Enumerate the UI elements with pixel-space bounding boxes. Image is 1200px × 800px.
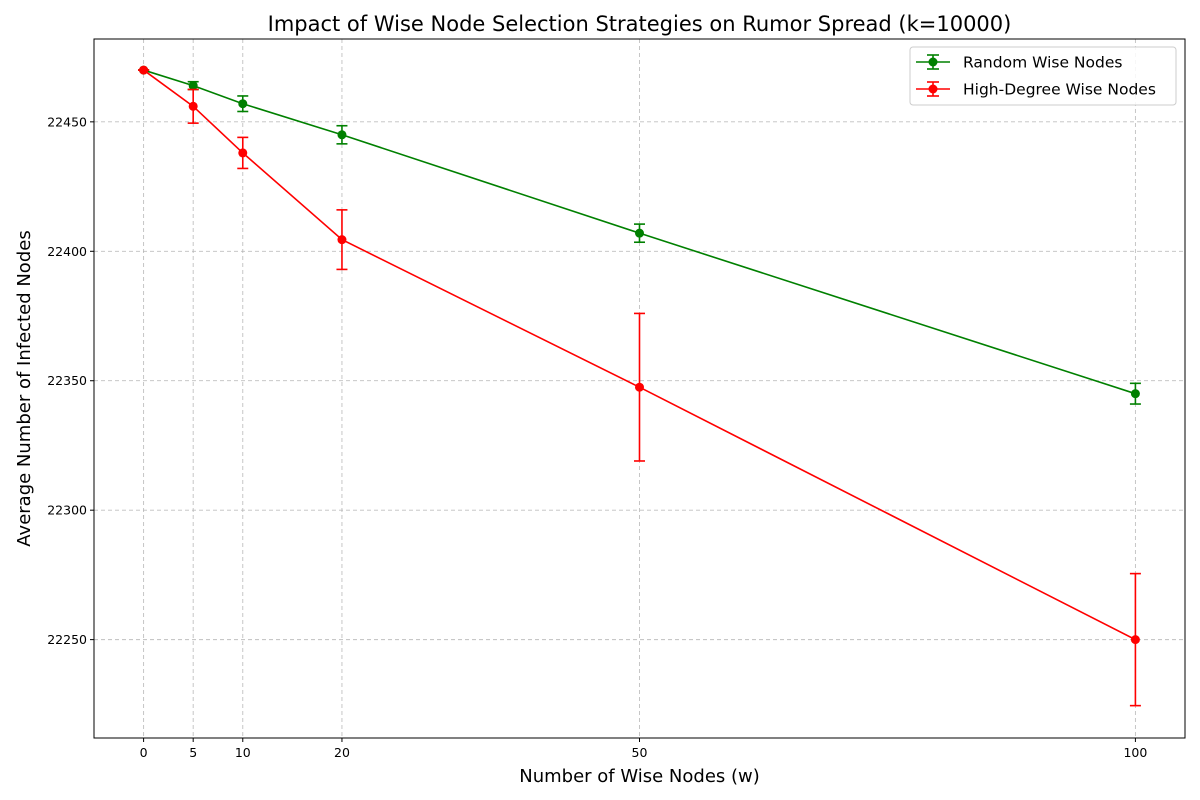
data-point	[1130, 635, 1140, 645]
series-line	[143, 69, 1136, 641]
legend-item: High-Degree Wise Nodes	[916, 81, 1156, 99]
x-axis-label: Number of Wise Nodes (w)	[519, 766, 760, 787]
data-point	[238, 99, 248, 109]
legend-label: High-Degree Wise Nodes	[963, 81, 1156, 99]
legend-box	[909, 46, 1177, 106]
series-line	[143, 69, 1136, 395]
legend-label: Random Wise Nodes	[963, 54, 1122, 72]
x-tick-label: 100	[1123, 745, 1147, 760]
data-point	[188, 81, 198, 91]
data-point	[635, 228, 644, 238]
x-tick-label: 10	[235, 745, 251, 760]
series-random-wise-nodes	[138, 65, 1141, 405]
x-tick-label: 50	[632, 745, 648, 760]
series-high-degree-wise-nodes	[138, 65, 1141, 707]
x-tick-label: 5	[189, 745, 197, 760]
data-point	[635, 382, 644, 392]
legend: Random Wise Nodes High-Degree Wise Nodes	[909, 46, 1177, 106]
y-tick-label: 22400	[47, 244, 87, 259]
legend-marker	[928, 57, 938, 67]
y-tick-label: 22300	[47, 503, 87, 518]
data-point	[238, 148, 248, 158]
legend-item: Random Wise Nodes	[916, 54, 1122, 72]
data-point	[337, 130, 347, 140]
y-tick-label: 22250	[47, 632, 87, 647]
y-axis-label: Average Number of Infected Nodes	[14, 230, 35, 546]
x-tick-label: 20	[334, 745, 350, 760]
legend-marker	[928, 84, 938, 94]
axis-ticks: 0 5 10 20 50 100 22250 22300 22350 22400 22450	[47, 114, 1147, 760]
series-group	[138, 65, 1141, 707]
data-point	[1130, 389, 1140, 399]
y-tick-label: 22450	[47, 114, 87, 129]
y-tick-label: 22350	[47, 373, 87, 388]
chart-title: Impact of Wise Node Selection Strategies…	[268, 12, 1012, 36]
data-point	[188, 101, 198, 111]
data-point	[139, 65, 149, 75]
data-point	[337, 235, 347, 245]
x-tick-label: 0	[140, 745, 148, 760]
